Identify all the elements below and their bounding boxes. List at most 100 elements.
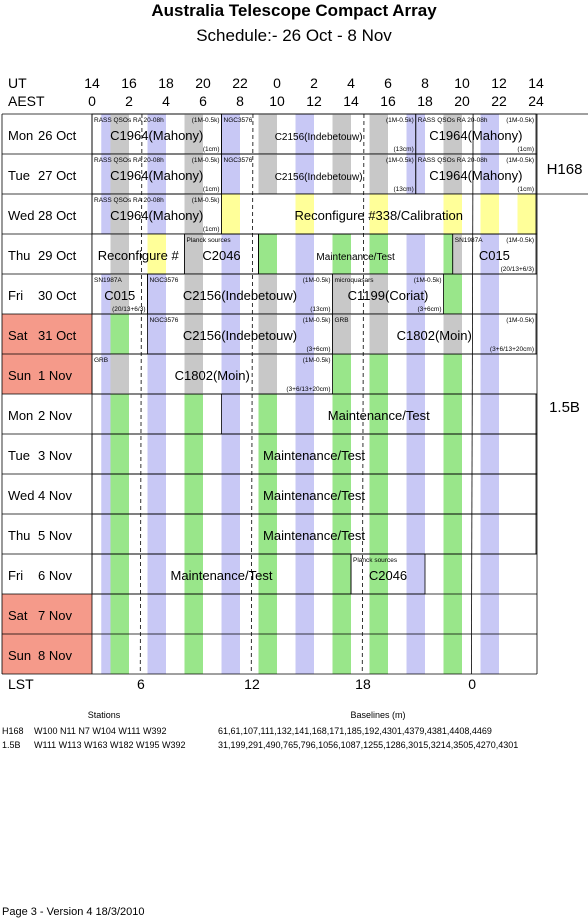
observing-grey-band [443,314,462,354]
block-wavelength-note: (1cm) [517,186,534,193]
day-label-cell [2,154,92,194]
schedule-block: Reconfigure # [91,233,185,275]
weekend-label-cell [2,594,92,634]
schedule-block: C1964(Mahony) RASS QSOs RA 20-08h (1M-0.5k… [91,113,222,155]
aest-label: AEST [8,93,45,109]
aest-hour-label: 22 [491,93,507,109]
block-bandwidth-note: (1M-0.5k) [506,237,534,244]
lst-line [139,113,143,675]
svg-text:H168: H168 [2,726,24,736]
observing-grey-band [443,154,462,194]
day-label-cell [2,474,92,514]
observing-grey-band [332,314,351,354]
reconfig-yellow-band [221,194,240,234]
block-target-note: GRB [94,357,108,364]
ut-hour-label: 0 [273,75,281,91]
config-name: H168 [547,161,583,178]
block-label: C015 [479,248,510,263]
day-name: Sat [8,328,28,343]
block-label: Maintenance/Test [171,568,273,583]
observing-grey-band [258,114,277,154]
day-label-cell [2,234,92,274]
day-name: Mon [8,128,33,143]
day-date: 7 Nov [38,608,72,623]
block-wavelength-note: (3+6/13+20cm) [490,346,534,353]
ut-hour-label: 8 [421,75,429,91]
block-label: C1964(Mahony) [110,128,203,143]
lst-tick-label: 12 [244,676,260,692]
lst-lines [139,113,474,675]
block-wavelength-note: (1cm) [203,186,220,193]
page-footer: Page 3 - Version 4 18/3/2010 [2,906,145,918]
ut-hour-label: 10 [454,75,470,91]
day-label-cell [2,394,92,434]
day-label-cell [2,434,92,474]
block-bandwidth-note: (1M-0.5k) [386,157,414,164]
reconfig-yellow-band [295,194,314,234]
day-date: 28 Oct [38,208,77,223]
observing-grey-band [110,274,129,314]
block-bandwidth-note: (1M-0.5k) [192,157,220,164]
schedule-block: C015 SN1987A (20/13+6/3) [91,273,148,315]
lst-tick-label: 18 [355,676,371,692]
ut-hour-label: 22 [232,75,248,91]
aest-hour-label: 14 [343,93,359,109]
svg-text:W100 N11 N7 W104 W111 W39: W100 N11 N7 W104 W111 W392 [34,726,167,736]
schedule-block: C2156(Indebetouw) NGC3576 (1M-0.5k) (3+6cm) [147,313,333,355]
block-label: C1964(Mahony) [110,168,203,183]
ut-hour-label: 4 [347,75,355,91]
block-bandwidth-note: (1M-0.5k) [303,277,331,284]
day-date: 31 Oct [38,328,77,343]
schedule-block: C1199(Coriat) microquasars (1M-0.5k) (3+6cm… [332,273,444,315]
block-label: C1964(Mahony) [429,168,522,183]
station-row-h168: H168 W100 N11 N7 W104 W111 W392 61,61,10… [2,726,492,736]
observing-grey-band [369,274,388,314]
ut-hour-label: 18 [158,75,174,91]
ut-hour-label: 20 [195,75,211,91]
block-target-note: Planck sources [187,237,232,244]
block-border [350,553,426,595]
ut-hour-labels: 14 16 18 20 22 0 2 4 6 8 10 12 14 [84,75,544,91]
observing-grey-band [258,274,277,314]
observing-grey-band [332,274,351,314]
weekend-label-cell [2,634,92,674]
block-wavelength-note: (1cm) [517,146,534,153]
block-bandwidth-note: (1M-0.5k) [414,277,442,284]
block-target-note: SN1987A [94,277,122,284]
ut-hour-label: 16 [121,75,137,91]
observing-grey-band [369,314,388,354]
reconfig-yellow-band [443,194,462,234]
block-label: Maintenance/Test [263,488,365,503]
day-label-cell [2,114,92,154]
observing-grey-band [332,114,351,154]
block-bandwidth-note: (1M-0.5k) [386,117,414,124]
reconfig-yellow-band [369,194,388,234]
weekend-label-cell [2,354,92,394]
day-name: Wed [8,488,35,503]
schedule-block: C2156(Indebetouw) NGC3576 (1M-0.5k) (13cm) [221,153,417,195]
block-label: Reconfigure # [98,248,180,263]
lst-line [470,113,474,675]
block-label: C1964(Mahony) [110,208,203,223]
day-date: 1 Nov [38,368,72,383]
baselines-heading: Baselines (m) [350,710,405,720]
aest-hour-labels: 0 2 4 6 8 10 12 14 16 18 20 22 24 [88,93,544,109]
aest-hour-label: 16 [380,93,396,109]
ut-hour-label: 12 [491,75,507,91]
day-date: 27 Oct [38,168,77,183]
lst-tick-label: 0 [468,676,476,692]
block-wavelength-note: (3+6cm) [417,306,441,313]
schedule-block: C2156(Indebetouw) NGC3576 (1M-0.5k) (13cm) [221,113,417,155]
block-target-note: microquasars [335,277,375,284]
block-wavelength-note: (1cm) [203,146,220,153]
block-label: C015 [104,288,135,303]
schedule-block: C2046 Planck sources [350,553,426,595]
reconfig-grey-band [110,234,129,274]
day-date: 4 Nov [38,488,72,503]
block-target-note: NGC3576 [224,157,253,164]
schedule-block: C1964(Mahony) RASS QSOs RA 20-08h (1M-0.5k… [91,193,222,235]
aest-hour-label: 8 [236,93,244,109]
block-wavelength-note: (20/13+6/3) [112,306,145,313]
configuration-column: H168 1.5B [537,113,588,416]
block-border [91,353,333,395]
